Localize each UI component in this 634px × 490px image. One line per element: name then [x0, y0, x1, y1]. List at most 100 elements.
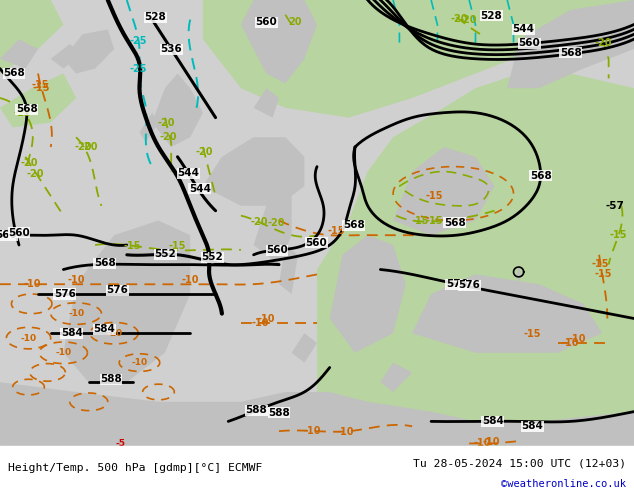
Text: -10: -10 — [67, 275, 85, 285]
Text: 568: 568 — [530, 171, 552, 181]
Polygon shape — [380, 363, 412, 392]
Text: 568: 568 — [343, 220, 365, 230]
Text: -20: -20 — [595, 38, 612, 48]
Text: 576: 576 — [107, 285, 128, 295]
Text: -20: -20 — [267, 218, 285, 228]
Text: -20: -20 — [195, 147, 213, 157]
Polygon shape — [279, 245, 298, 294]
Text: -20: -20 — [26, 169, 44, 179]
Polygon shape — [507, 0, 634, 88]
Text: -15: -15 — [595, 270, 612, 279]
Text: 568: 568 — [444, 218, 465, 228]
Polygon shape — [254, 186, 292, 265]
Text: 544: 544 — [189, 184, 210, 194]
Text: -25: -25 — [130, 36, 148, 47]
Text: 568: 568 — [560, 48, 581, 58]
Text: -10: -10 — [304, 426, 321, 436]
Text: 576: 576 — [54, 289, 75, 299]
Polygon shape — [0, 39, 38, 69]
Text: Height/Temp. 500 hPa [gdmp][°C] ECMWF: Height/Temp. 500 hPa [gdmp][°C] ECMWF — [8, 463, 262, 473]
Text: 588: 588 — [100, 374, 122, 384]
Text: -20: -20 — [80, 142, 98, 152]
Text: 560: 560 — [519, 38, 540, 48]
Text: -10: -10 — [251, 318, 269, 328]
Text: -10: -10 — [106, 329, 122, 338]
Polygon shape — [203, 137, 304, 206]
Text: ©weatheronline.co.uk: ©weatheronline.co.uk — [501, 479, 626, 489]
Polygon shape — [63, 220, 190, 382]
Polygon shape — [0, 74, 76, 127]
Text: 544: 544 — [512, 24, 534, 34]
Text: -20: -20 — [20, 158, 38, 168]
Text: -10: -10 — [473, 439, 491, 448]
Polygon shape — [0, 382, 634, 446]
Text: 560: 560 — [0, 230, 17, 240]
Polygon shape — [152, 74, 203, 147]
Text: -15: -15 — [13, 108, 31, 118]
Text: 544: 544 — [178, 169, 199, 178]
Text: 576: 576 — [446, 279, 468, 289]
Text: -10: -10 — [562, 338, 579, 348]
Polygon shape — [393, 147, 495, 235]
Text: -20: -20 — [251, 217, 268, 227]
Text: Tu 28-05-2024 15:00 UTC (12+03): Tu 28-05-2024 15:00 UTC (12+03) — [413, 458, 626, 468]
Text: -5: -5 — [115, 439, 126, 448]
Polygon shape — [254, 88, 279, 118]
Text: -15: -15 — [411, 217, 429, 226]
Polygon shape — [317, 74, 634, 446]
Text: -10: -10 — [181, 275, 199, 285]
Polygon shape — [412, 274, 602, 353]
Text: -15: -15 — [592, 259, 609, 270]
Text: 584: 584 — [94, 324, 115, 334]
Text: 528: 528 — [145, 12, 166, 22]
Text: -15: -15 — [609, 230, 627, 240]
Polygon shape — [241, 0, 317, 83]
Polygon shape — [0, 0, 63, 74]
Text: 568: 568 — [16, 104, 37, 114]
Text: -10: -10 — [20, 334, 37, 343]
Text: -25: -25 — [129, 64, 147, 74]
Text: 560: 560 — [8, 228, 30, 238]
Polygon shape — [139, 113, 158, 142]
Bar — [0, 446, 634, 490]
Text: -20: -20 — [157, 118, 175, 128]
Text: 560: 560 — [266, 245, 288, 255]
Text: 588: 588 — [268, 408, 290, 417]
Text: -20: -20 — [159, 132, 177, 142]
Text: 584: 584 — [482, 416, 503, 426]
Text: -15: -15 — [327, 226, 345, 236]
Text: 568: 568 — [3, 69, 25, 78]
Text: 552: 552 — [155, 249, 176, 259]
Polygon shape — [0, 0, 634, 446]
Text: -15: -15 — [32, 79, 49, 90]
Text: -15: -15 — [425, 191, 443, 201]
Text: 528: 528 — [481, 11, 502, 21]
Text: -15: -15 — [524, 329, 541, 339]
Text: 560: 560 — [306, 238, 327, 247]
Polygon shape — [51, 44, 82, 69]
Text: 560: 560 — [256, 17, 277, 27]
Text: -57: -57 — [605, 201, 624, 211]
Text: 568: 568 — [94, 258, 115, 268]
Text: -20: -20 — [459, 15, 477, 24]
Text: 584: 584 — [61, 328, 82, 338]
Text: -10: -10 — [55, 348, 72, 357]
Text: 584: 584 — [522, 421, 543, 431]
Polygon shape — [292, 333, 317, 363]
Text: 588: 588 — [245, 405, 268, 416]
Text: -20: -20 — [450, 14, 468, 24]
Text: -10: -10 — [337, 427, 354, 437]
Text: -10: -10 — [131, 358, 148, 367]
Text: 576: 576 — [458, 280, 480, 290]
Text: -10: -10 — [257, 315, 275, 324]
Polygon shape — [517, 265, 521, 284]
Text: -10: -10 — [482, 437, 500, 447]
Text: -15: -15 — [32, 83, 50, 93]
Text: 536: 536 — [160, 44, 182, 54]
Text: -10: -10 — [68, 309, 84, 318]
Text: -15: -15 — [425, 217, 443, 226]
Text: 20: 20 — [288, 17, 302, 27]
Text: -20: -20 — [75, 142, 93, 151]
Polygon shape — [63, 29, 114, 74]
Text: -10: -10 — [568, 334, 586, 344]
